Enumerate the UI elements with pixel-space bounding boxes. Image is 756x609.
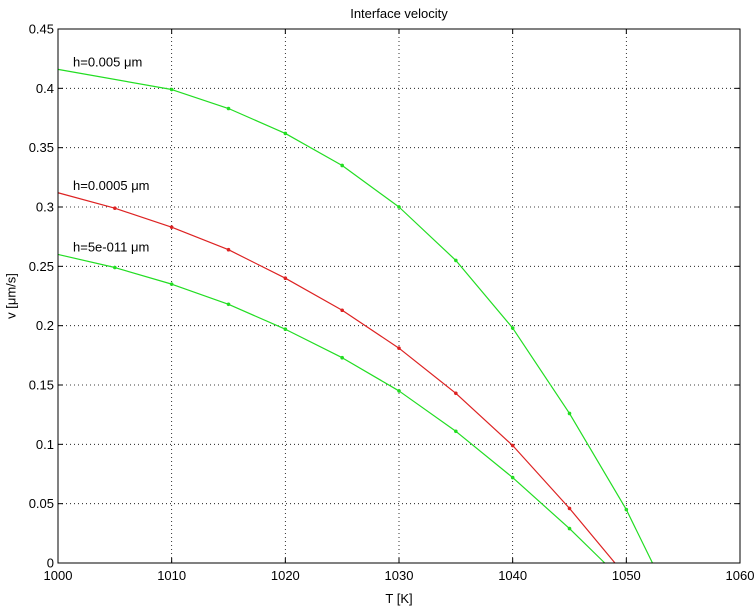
series-annotation-1: h=0.005 μm (73, 54, 142, 69)
data-point (454, 258, 458, 263)
data-point (510, 326, 515, 330)
data-point (226, 247, 231, 252)
chart-title: Interface velocity (350, 6, 448, 21)
y-tick-label: 0.15 (29, 378, 54, 393)
data-point (340, 355, 344, 360)
data-point (283, 327, 288, 332)
y-tick-label: 0.1 (36, 437, 54, 452)
data-point (454, 429, 458, 434)
data-point (283, 276, 288, 281)
x-tick-label: 1000 (44, 568, 73, 583)
x-tick-label: 1020 (271, 568, 300, 583)
x-tick-label: 1010 (157, 568, 186, 583)
data-point (226, 302, 231, 307)
data-point (510, 443, 515, 448)
data-point (397, 389, 401, 393)
x-tick-label: 1030 (385, 568, 414, 583)
data-point (567, 411, 572, 416)
y-tick-label: 0.35 (29, 140, 54, 155)
x-tick-label: 1050 (612, 568, 641, 583)
y-axis-label: v [μm/s] (3, 273, 18, 319)
y-tick-label: 0.2 (36, 318, 54, 333)
data-point (397, 346, 401, 351)
x-tick-label: 1040 (498, 568, 527, 583)
series-group (57, 68, 654, 564)
data-point (510, 475, 515, 480)
series-annotation-3: h=5e-011 μm (73, 239, 149, 254)
data-point (113, 265, 117, 270)
x-tick-label: 1060 (726, 568, 755, 583)
x-axis-label: T [K] (385, 591, 412, 606)
y-tick-label: 0 (47, 556, 54, 571)
grid-lines (58, 29, 740, 563)
y-tick-label: 0.3 (36, 200, 54, 215)
series-line-1 (57, 68, 654, 564)
series-line-3 (57, 253, 606, 564)
y-tick-label: 0.4 (36, 81, 54, 96)
y-tick-label: 0.05 (29, 496, 54, 511)
data-point (454, 391, 458, 396)
data-point (113, 206, 117, 210)
data-point (340, 308, 344, 313)
tick-marks: 1000 1010 1020 1030 1040 1050 1060 0 0.05 0.1 0.15… (29, 22, 755, 584)
data-point (567, 506, 572, 511)
data-point (283, 131, 288, 136)
series-annotation-2: h=0.0005 μm (73, 178, 150, 193)
data-point (340, 163, 344, 168)
data-point (624, 507, 629, 512)
data-point (397, 205, 401, 209)
data-point (169, 282, 174, 286)
data-point (226, 106, 231, 111)
data-point (169, 225, 174, 229)
data-point (169, 87, 174, 92)
y-tick-label: 0.25 (29, 259, 54, 274)
data-point (567, 526, 572, 531)
y-tick-label: 0.45 (29, 22, 54, 37)
series-annotations: h=0.005 μm h=0.0005 μm h=5e-011 μm (73, 54, 150, 254)
